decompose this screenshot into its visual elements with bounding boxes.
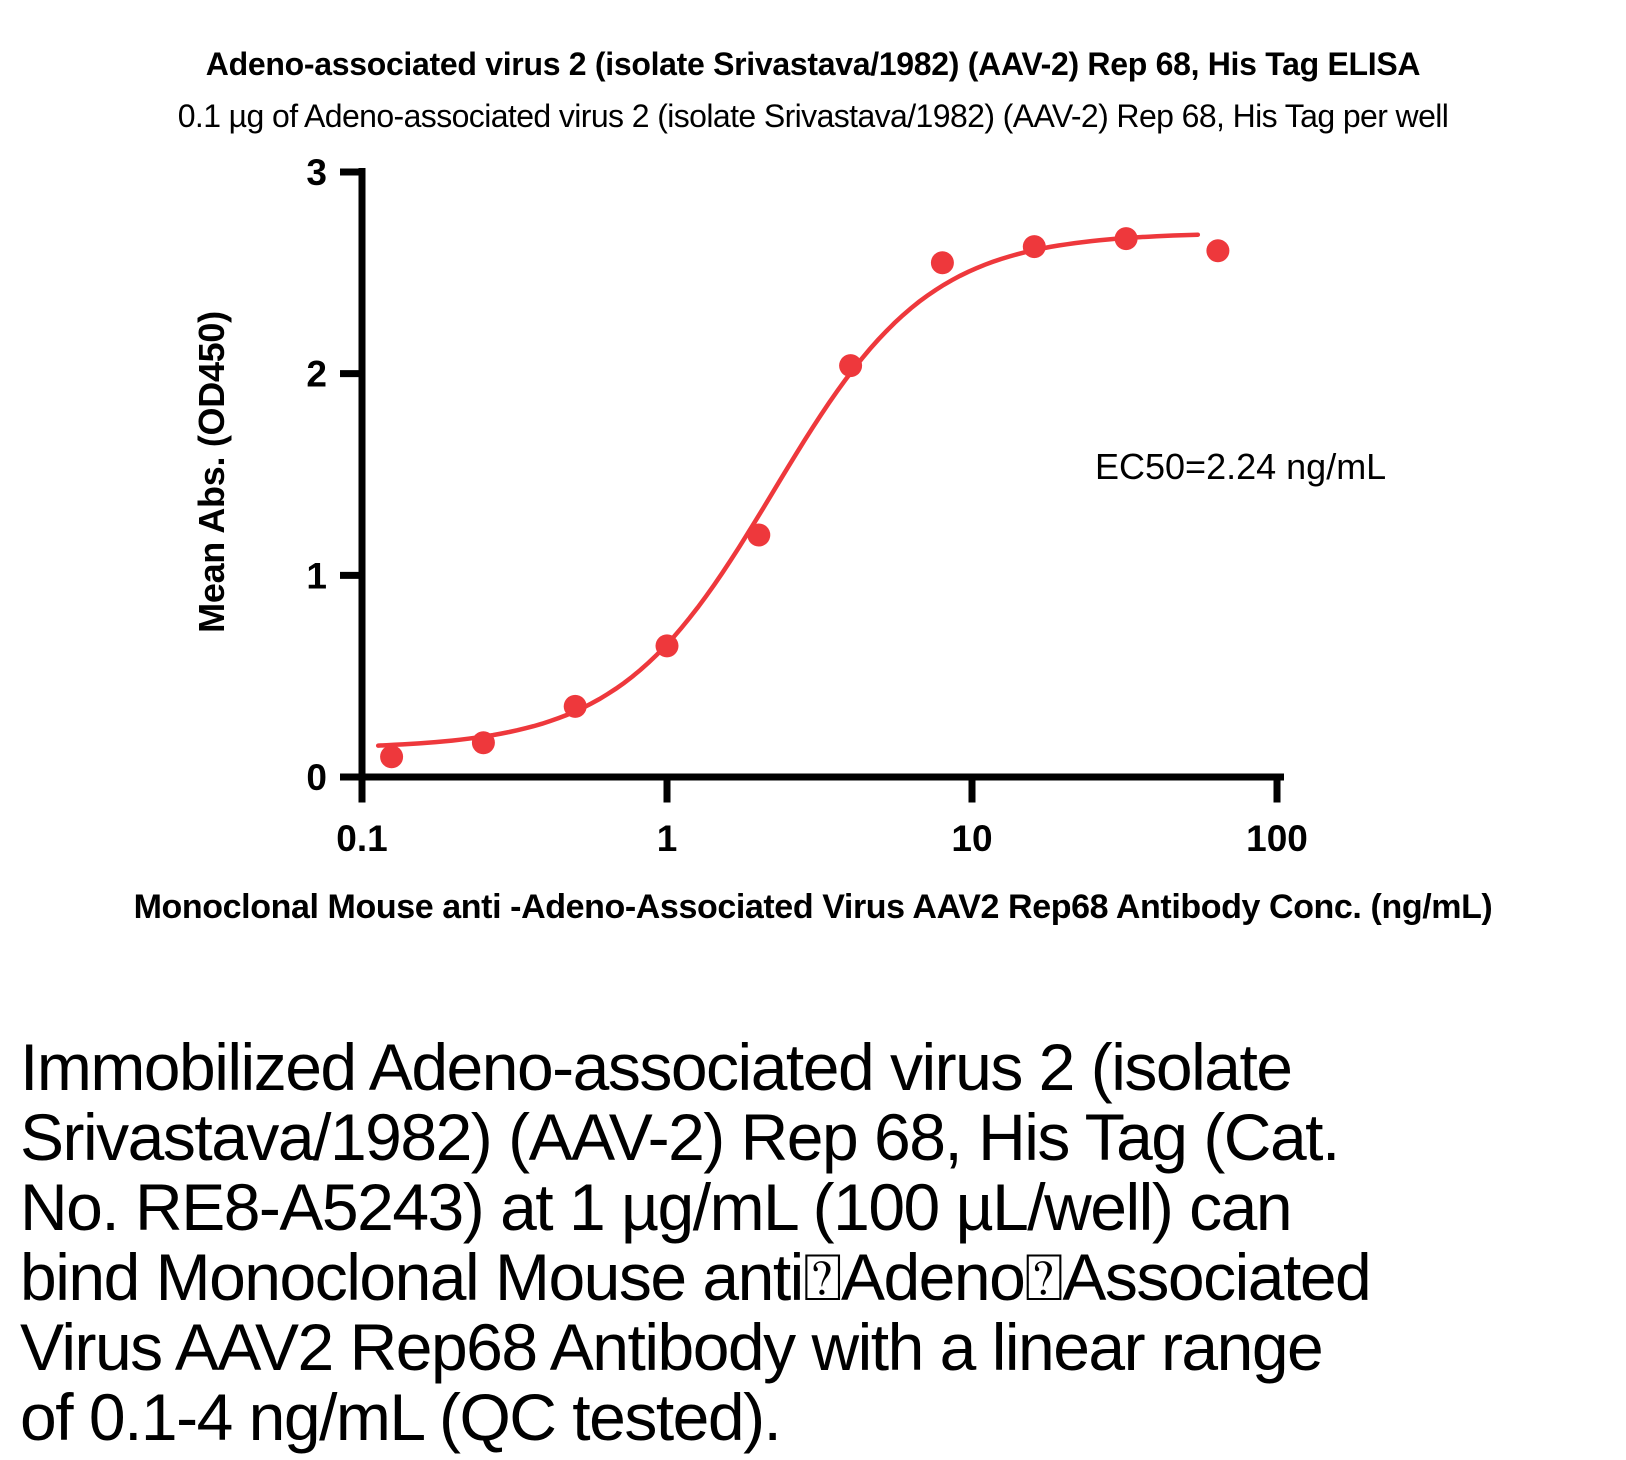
chart-title: Adeno-associated virus 2 (isolate Srivas…: [205, 46, 1421, 82]
y-tick-label: 3: [306, 152, 327, 193]
ec50-annotation: EC50=2.24 ng/mL: [1095, 446, 1387, 487]
data-point: [1022, 235, 1046, 259]
fit-curve: [375, 232, 1201, 748]
x-tick-label: 10: [951, 818, 992, 859]
y-tick-label: 0: [306, 757, 327, 798]
data-point: [563, 694, 587, 718]
x-tick-label: 0.1: [336, 818, 387, 859]
data-point: [380, 745, 404, 769]
data-point: [1206, 239, 1230, 263]
y-tick-label: 2: [306, 354, 327, 395]
x-axis-label: Monoclonal Mouse anti -Adeno-Associated …: [133, 888, 1493, 926]
data-point: [655, 634, 679, 658]
data-point: [930, 251, 954, 275]
data-point: [471, 731, 495, 755]
data-point: [747, 523, 771, 547]
data-point: [1114, 227, 1138, 251]
data-point: [839, 354, 863, 378]
y-tick-label: 1: [306, 555, 327, 596]
description-text: Immobilized Adeno-associated virus 2 (is…: [20, 1030, 1372, 1454]
y-axis-label: Mean Abs. (OD450): [191, 311, 232, 633]
x-tick-label: 100: [1246, 818, 1308, 859]
x-tick-label: 1: [657, 818, 678, 859]
elisa-dose-response-chart: 0 1 2 3 0.1 1 10 100: [306, 152, 1308, 859]
chart-subtitle: 0.1 µg of Adeno-associated virus 2 (isol…: [177, 98, 1449, 134]
